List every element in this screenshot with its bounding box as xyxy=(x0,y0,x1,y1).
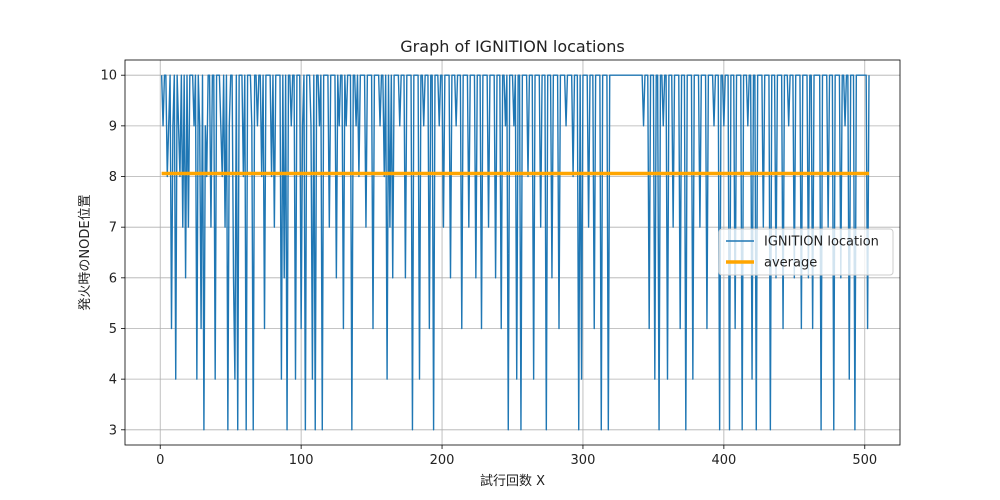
axes-frame xyxy=(124,59,901,446)
y-tick-label: 7 xyxy=(109,221,117,236)
y-tick-label: 4 xyxy=(109,373,117,388)
y-tick-label: 6 xyxy=(109,271,117,286)
x-tick-label: 0 xyxy=(156,453,164,468)
legend-label-average: average xyxy=(764,256,817,271)
legend-box xyxy=(718,228,894,276)
y-tick-label: 3 xyxy=(109,423,117,438)
x-axis-label: 試行回数 X xyxy=(480,473,545,489)
y-tick-label: 10 xyxy=(100,69,117,84)
y-axis: 3 4 5 6 7 8 9 10 xyxy=(100,69,125,438)
x-tick-label: 500 xyxy=(852,453,877,468)
y-tick-label: 9 xyxy=(109,119,117,134)
x-axis: 0 100 200 300 400 500 xyxy=(156,445,877,468)
x-tick-label: 300 xyxy=(571,453,596,468)
plot-area xyxy=(160,74,870,431)
x-tick-label: 200 xyxy=(430,453,455,468)
legend: IGNITION location average xyxy=(718,228,894,276)
x-tick-label: 400 xyxy=(711,453,736,468)
legend-label-series: IGNITION location xyxy=(764,235,879,250)
y-tick-label: 8 xyxy=(109,170,117,185)
series-line-ignition-location xyxy=(160,74,870,431)
x-tick-label: 100 xyxy=(289,453,314,468)
y-axis-label: 発火時のNODE位置 xyxy=(78,194,93,310)
y-tick-label: 5 xyxy=(109,322,117,337)
chart-title: Graph of IGNITION locations xyxy=(400,37,624,56)
